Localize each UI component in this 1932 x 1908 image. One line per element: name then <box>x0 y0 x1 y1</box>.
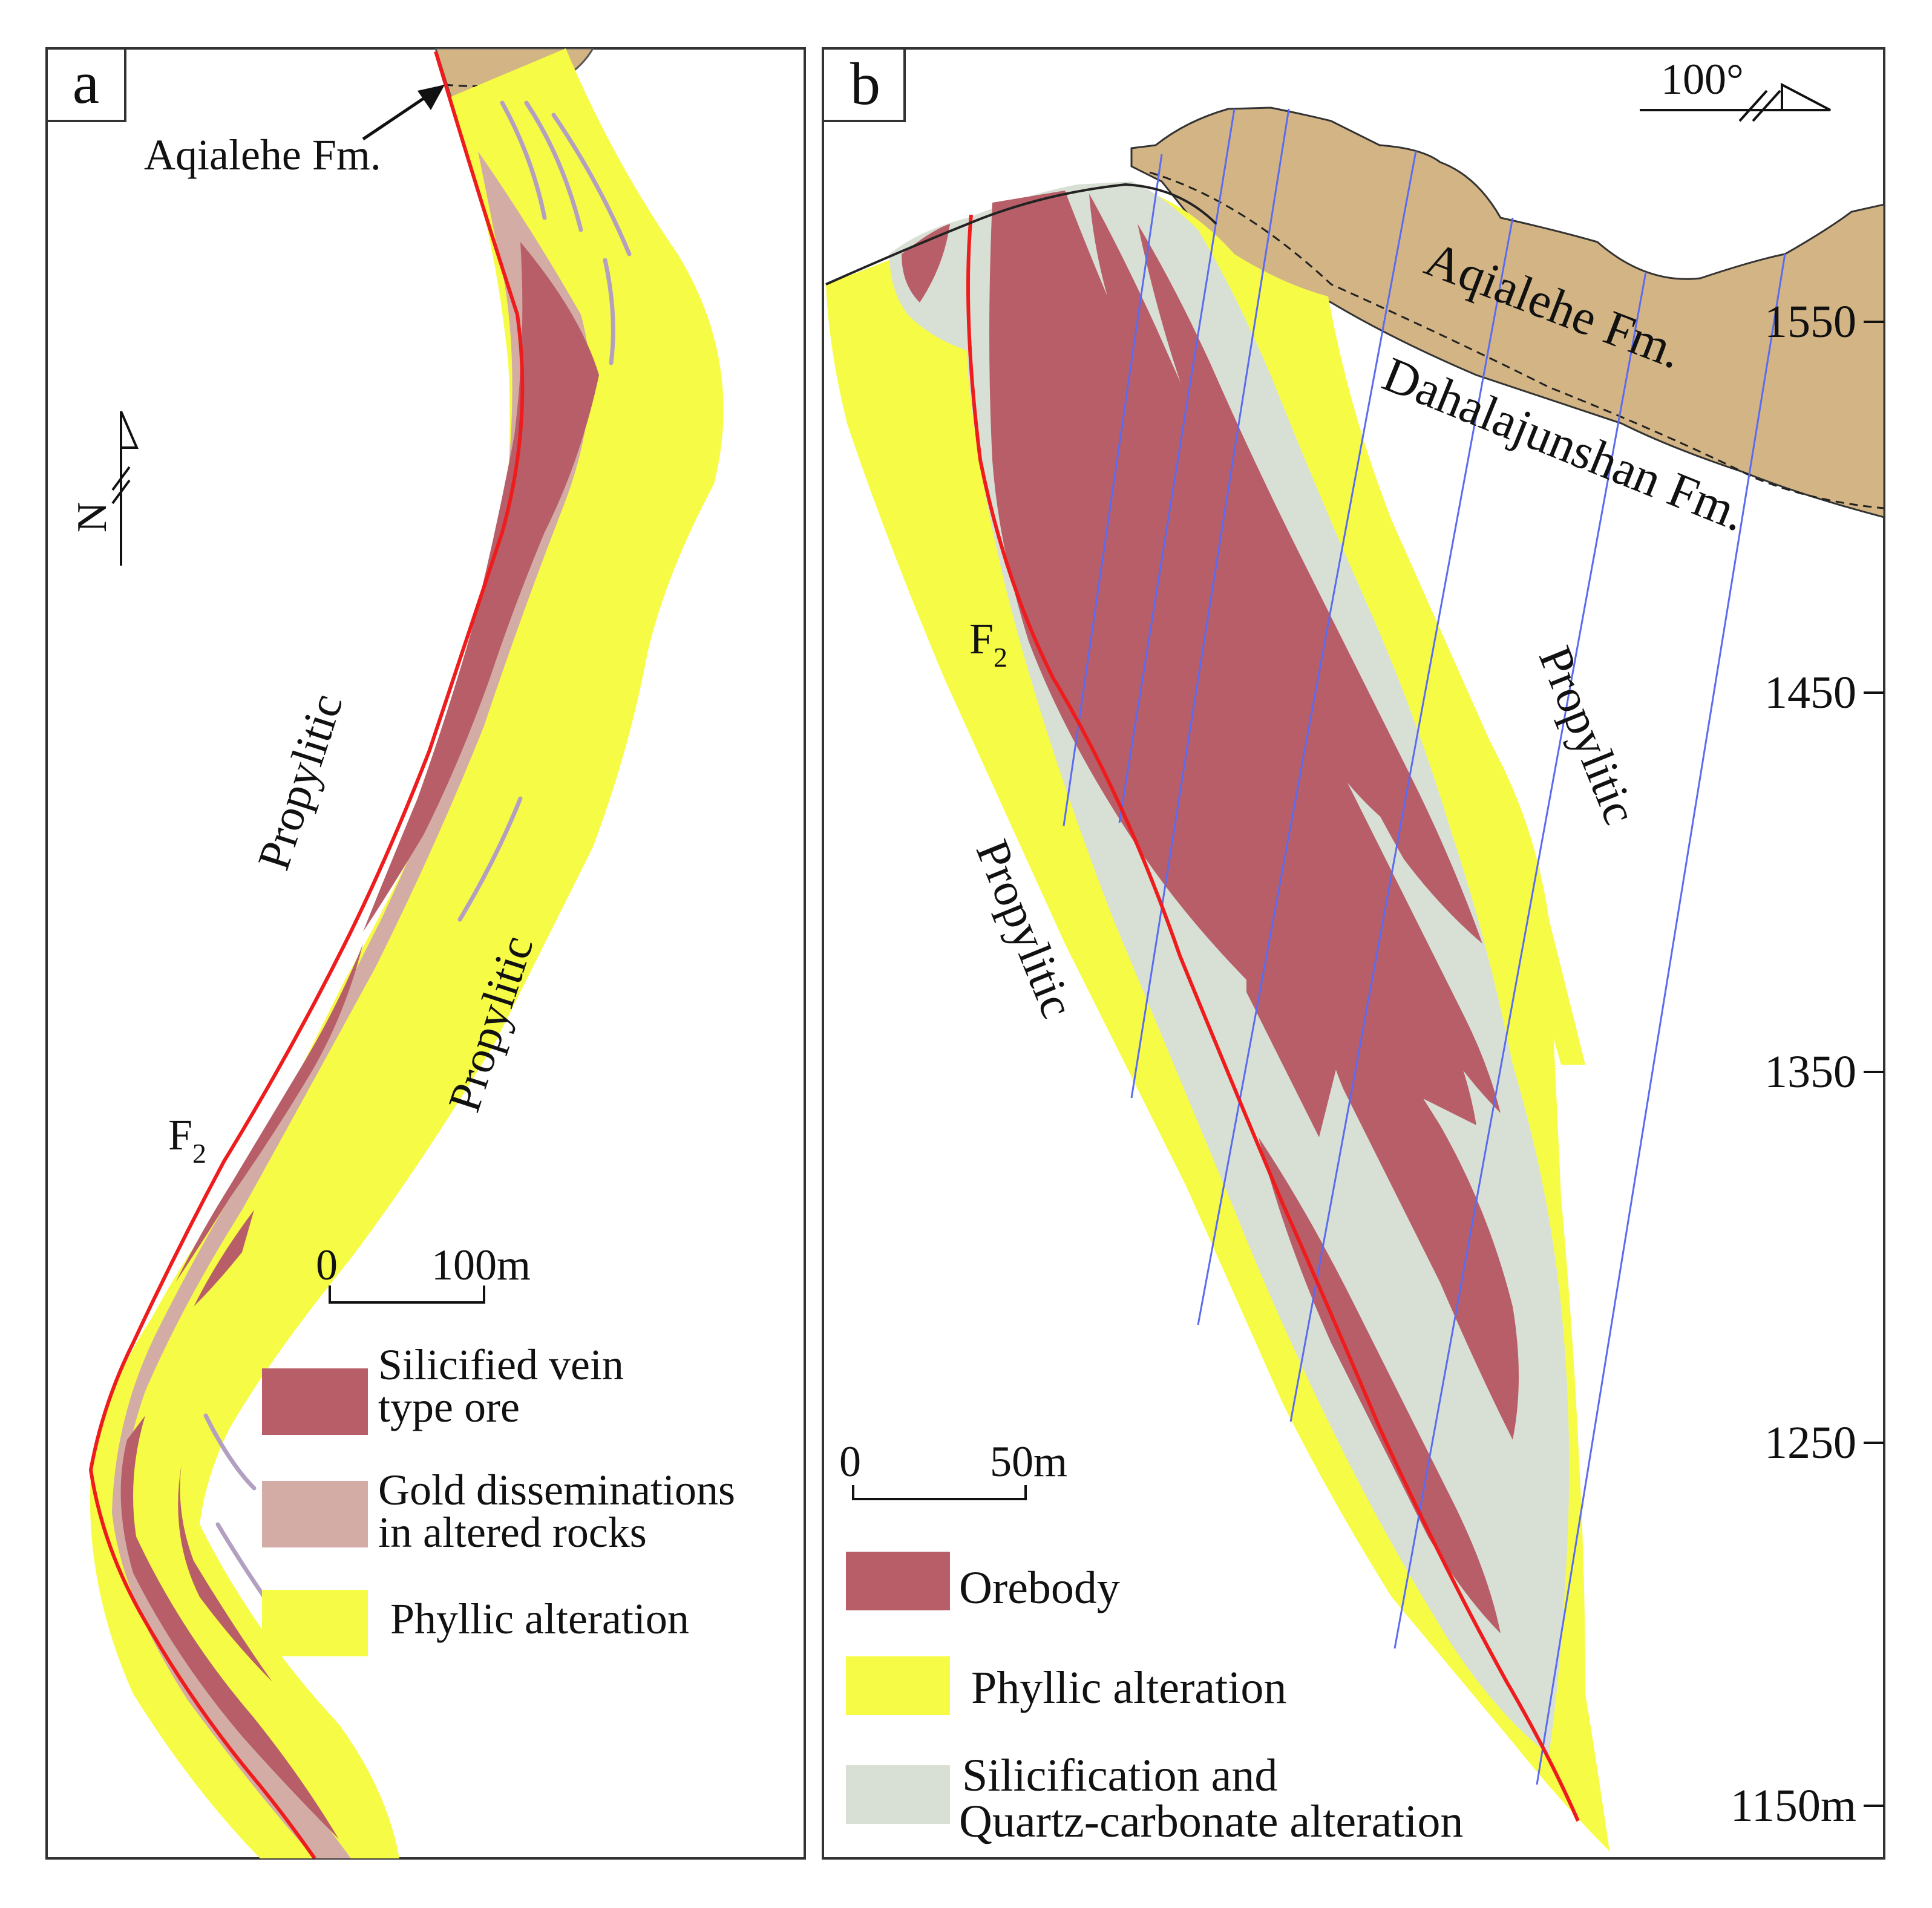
panel-b-fault-label-main: F <box>969 615 994 663</box>
legend-label-orebody: Orebody <box>959 1563 1120 1613</box>
panel-b-orebody <box>1186 472 1501 1113</box>
legend-label-gold-dissemination: Gold disseminations in altered rocks <box>378 1466 746 1557</box>
panel-b-orebody <box>1259 1137 1501 1633</box>
panel-a-label: a <box>73 49 99 116</box>
elevation-label-1150: 1150m <box>1731 1780 1856 1831</box>
legend-label-phyllic-a: Phyllic alteration <box>390 1595 689 1643</box>
azimuth-label: 100° <box>1661 55 1744 103</box>
panel-a-ore-body <box>120 1416 339 1839</box>
panel-a-veinlet <box>551 113 632 256</box>
panel-a-formation-callout: Aqialehe Fm. <box>144 131 381 179</box>
panel-a-fault-label-main: F <box>168 1111 192 1159</box>
panel-b-legend: Orebody Phyllic alteration Silicificatio… <box>846 1552 1463 1847</box>
panel-b-fault-label: F2 <box>969 615 1007 673</box>
azimuth-icon: 100° <box>1640 55 1831 122</box>
panel-b-topography <box>825 183 1217 286</box>
legend-swatch-silicification <box>846 1765 950 1824</box>
drillhole <box>1130 108 1290 1099</box>
panel-a-gold-dissemination-zone <box>112 151 590 1858</box>
legend-swatch-gold-dissemination <box>262 1481 368 1547</box>
panel-b-scale-zero: 0 <box>839 1437 861 1486</box>
elevation-label-1450: 1450 <box>1764 667 1856 718</box>
legend-label-silicification: Silicification and Quartz-carbonate alte… <box>959 1750 1463 1847</box>
panel-a-scale-bar: 0 100m <box>316 1241 531 1304</box>
panel-a-ore-body <box>175 944 363 1282</box>
drillhole <box>1118 108 1236 823</box>
drillhole <box>1063 154 1163 826</box>
panel-a-scale-end: 100m <box>431 1241 531 1289</box>
panel-b: b 100° Aqialehe Fm. Dahalajunshan Fm. Pr… <box>822 47 1885 1860</box>
panel-a-ore-body <box>194 1210 254 1307</box>
panel-a-legend: Silicified vein type ore Gold disseminat… <box>262 1341 746 1656</box>
elevation-label-1550: 1550 <box>1764 296 1856 347</box>
drillhole <box>1289 217 1514 1422</box>
panel-b-fault-label-sub: 2 <box>994 642 1007 673</box>
panel-a-veinlet <box>203 1413 257 1491</box>
elevation-label-1250: 1250 <box>1764 1417 1856 1468</box>
elevation-label-1350: 1350 <box>1764 1047 1856 1097</box>
panel-b-orebody <box>1246 920 1343 1137</box>
north-arrow-icon: N <box>69 411 139 566</box>
panel-a: a Aqialehe Fm. N Propylitic Propylitic F… <box>45 47 806 1860</box>
legend-label-silicified-ore: Silicified vein type ore <box>378 1341 635 1431</box>
panel-b-orebody <box>1089 194 1404 835</box>
drillhole <box>1536 253 1786 1785</box>
panel-a-fault-label-sub: 2 <box>192 1138 206 1169</box>
panel-b-label-box <box>822 47 906 122</box>
panel-b-label: b <box>850 50 880 117</box>
panel-a-ore-body <box>178 1464 272 1682</box>
legend-swatch-phyllic-a <box>262 1590 368 1656</box>
panel-a-veinlet <box>500 100 547 220</box>
legend-swatch-orebody <box>846 1552 950 1610</box>
panel-b-scale-end: 50m <box>990 1437 1067 1486</box>
panel-b-drillholes <box>1063 108 1786 1785</box>
panel-a-scale-zero: 0 <box>316 1241 338 1289</box>
panel-a-label-box <box>45 47 126 122</box>
panel-b-orebody <box>1318 944 1519 1440</box>
panel-a-veinlet <box>524 100 583 232</box>
panel-a-veinlet <box>603 258 615 365</box>
elevation-axis <box>1864 321 1884 1807</box>
drillhole <box>1197 151 1417 1325</box>
panel-b-fault-f2 <box>966 214 1580 1822</box>
panel-a-veinlet <box>457 796 523 922</box>
legend-label-phyllic-b: Phyllic alteration <box>971 1662 1286 1713</box>
legend-swatch-phyllic-b <box>846 1656 950 1715</box>
panel-a-fault-f2 <box>88 51 525 1858</box>
panel-a-fault-label: F2 <box>168 1111 206 1169</box>
drillhole <box>1393 272 1647 1649</box>
panel-a-callout-arrowhead <box>418 85 445 110</box>
panel-b-scale-bar: 0 50m <box>839 1437 1067 1500</box>
north-arrow-label: N <box>69 502 116 533</box>
panel-b-formation-contact <box>1149 171 1884 509</box>
panel-b-orebody <box>902 224 950 302</box>
panel-b-orebody <box>1138 224 1482 944</box>
panel-a-ore-body <box>363 242 599 932</box>
legend-swatch-silicified-ore <box>262 1368 368 1435</box>
